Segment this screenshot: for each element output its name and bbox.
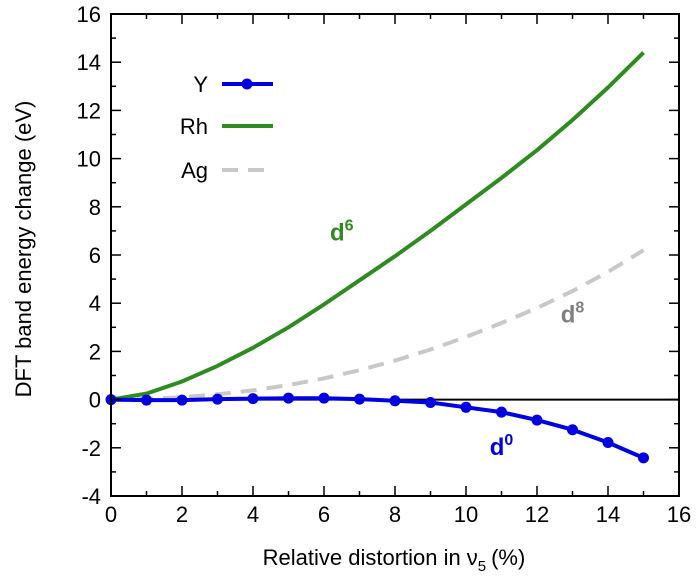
x-tick-label-8: 8: [389, 502, 401, 527]
y-tick-label-14: 14: [77, 50, 101, 75]
x-tick-label-4: 4: [247, 502, 259, 527]
data-point-y-14: [602, 436, 614, 448]
data-point-y-9: [425, 396, 436, 408]
y-tick-label-4: 4: [89, 291, 101, 316]
series-line-y: [110, 396, 645, 460]
series-layer: [105, 51, 649, 464]
data-point-y-6: [318, 392, 330, 404]
data-point-y-12: [531, 414, 543, 426]
data-point-y-10: [460, 401, 472, 413]
data-point-y-1: [141, 394, 152, 406]
x-axis-title: Relative distortion in ν5 (%): [263, 545, 526, 575]
annotation-superscript: 8: [575, 299, 584, 316]
data-point-y-2: [176, 394, 188, 406]
legend-label-y: Y: [193, 72, 208, 97]
annotation-base: d: [330, 220, 345, 247]
data-point-y-15: [638, 452, 649, 464]
y-tick-label-0: 0: [89, 388, 101, 413]
x-tick-label-12: 12: [525, 502, 549, 527]
legend-label-ag: Ag: [181, 158, 208, 183]
x-tick-label-10: 10: [454, 502, 478, 527]
data-point-y-4: [247, 393, 259, 405]
annotation-d0: d0: [490, 432, 514, 461]
annotation-superscript: 0: [504, 432, 513, 449]
y-axis-title: DFT band energy change (eV): [11, 101, 36, 398]
y-tick-label-12: 12: [77, 98, 101, 123]
x-axis-title-symbol: ν: [467, 545, 478, 570]
x-tick-label-6: 6: [318, 502, 330, 527]
ticks: 0 2 4 6 8 10 12 14 16 -4 -2 0 2 4 6 8 10 12 14 16: [77, 2, 692, 527]
data-point-y-8: [389, 395, 401, 407]
series-line-rh: [110, 51, 645, 402]
legend-label-rh: Rh: [180, 114, 208, 139]
y-tick-label-2: 2: [89, 339, 101, 364]
data-point-y-7: [354, 393, 365, 405]
annotation-base: d: [490, 434, 505, 461]
annotation-base: d: [561, 301, 576, 328]
x-tick-label-16: 16: [667, 502, 691, 527]
x-axis-title-unit: (%): [491, 545, 525, 570]
y-tick-label--4: -4: [81, 484, 101, 509]
data-point-y-11: [496, 406, 507, 418]
data-point-y-3: [212, 393, 223, 405]
x-tick-label-2: 2: [176, 502, 188, 527]
x-tick-label-0: 0: [105, 502, 117, 527]
x-tick-label-14: 14: [596, 502, 620, 527]
series-line-ag: [110, 248, 645, 402]
y-tick-label-10: 10: [77, 147, 101, 172]
annotation-d6: d6: [330, 218, 354, 247]
y-tick-label-6: 6: [89, 243, 101, 268]
x-axis-title-text: Relative distortion in: [263, 545, 461, 570]
annotation-d8: d8: [561, 299, 585, 328]
x-axis-title-subscript: 5: [478, 558, 486, 575]
y-tick-label-8: 8: [89, 195, 101, 220]
data-point-y-13: [567, 424, 578, 436]
legend-marker-y: [241, 78, 253, 90]
legend: Y Rh Ag: [180, 72, 273, 183]
y-tick-label-16: 16: [77, 2, 101, 27]
data-point-y-5: [283, 392, 294, 404]
y-tick-label--2: -2: [81, 436, 101, 461]
annotation-superscript: 6: [345, 218, 354, 235]
